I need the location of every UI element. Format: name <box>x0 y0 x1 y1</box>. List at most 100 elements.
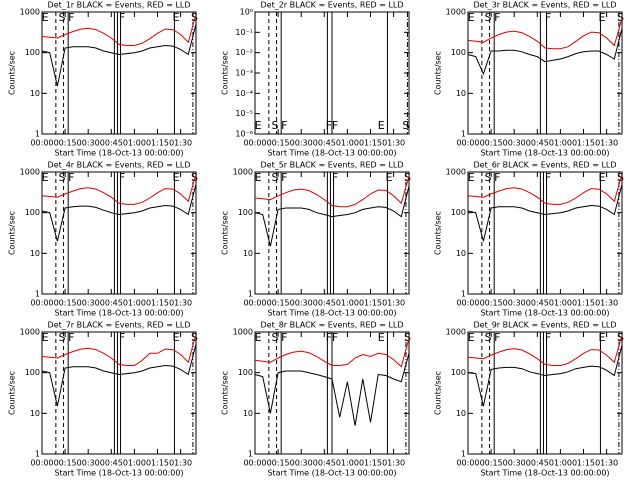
x-tick-label: 00:30 <box>290 299 313 308</box>
x-tick-label: 01:30 <box>595 299 618 308</box>
x-tick-label: 01:15 <box>146 299 169 308</box>
event-label: F <box>332 119 338 132</box>
event-label: F <box>281 119 287 132</box>
x-axis-label: Start Time (18-Oct-13 00:00:00) <box>54 469 183 478</box>
x-tick-label: 01:00 <box>549 299 572 308</box>
y-axis-label: Counts/sec <box>221 371 230 415</box>
x-tick-label: 01:15 <box>146 139 169 148</box>
event-label: E <box>255 171 262 184</box>
y-tick-label: 100 <box>25 48 40 57</box>
x-tick-label: 01:30 <box>382 299 405 308</box>
y-tick-label: 10⁻² <box>235 48 253 57</box>
x-tick-label: 00:15 <box>480 299 503 308</box>
y-tick-label: 1000 <box>446 168 466 177</box>
chart-title: Det_8r BLACK = Events, RED = LLD <box>260 321 403 330</box>
chart-title: Det_2r BLACK = Events, RED = LLD <box>260 1 403 10</box>
event-label: E <box>42 171 49 184</box>
x-tick-label: 01:15 <box>572 139 595 148</box>
x-tick-label: 01:30 <box>595 459 618 468</box>
plot-frame <box>41 11 197 135</box>
y-tick-label: 1000 <box>20 328 40 337</box>
series-line <box>41 344 197 407</box>
panel: Det_2r BLACK = Events, RED = LLD Counts/s… <box>221 1 410 158</box>
y-tick-label: 1 <box>248 290 253 299</box>
x-tick-label: 01:15 <box>572 299 595 308</box>
event-label: E <box>599 11 606 24</box>
y-tick-label: 1 <box>35 290 40 299</box>
y-axis-label: Counts/sec <box>434 371 443 415</box>
x-tick-label: 01:00 <box>336 299 359 308</box>
y-axis-label: Counts/sec <box>434 211 443 255</box>
event-label: E <box>468 11 475 24</box>
event-label: S <box>617 171 624 184</box>
y-tick-label: 10⁻¹ <box>235 28 253 37</box>
event-label: F <box>326 331 332 344</box>
event-label: S <box>272 331 279 344</box>
y-tick-label: 1 <box>461 130 466 139</box>
event-label: S <box>485 171 492 184</box>
chart-title: Det_1r BLACK = Events, RED = LLD <box>47 1 190 10</box>
event-label: F <box>119 171 125 184</box>
x-tick-label: 00:15 <box>54 299 77 308</box>
event-label: F <box>494 171 500 184</box>
event-label: E <box>468 331 475 344</box>
y-tick-label: 100 <box>238 208 253 217</box>
x-tick-label: 00:00 <box>456 299 479 308</box>
event-label: E <box>468 171 475 184</box>
series-line <box>254 175 410 208</box>
x-axis-label: Start Time (18-Oct-13 00:00:00) <box>54 309 183 318</box>
series-line <box>467 334 623 366</box>
x-tick-label: 01:30 <box>169 459 192 468</box>
event-label: S <box>191 171 198 184</box>
y-tick-label: 10⁻⁶ <box>235 130 253 139</box>
series-line <box>467 184 623 242</box>
x-tick-label: 00:30 <box>503 459 526 468</box>
series-line <box>467 344 623 407</box>
x-tick-label: 00:00 <box>243 299 266 308</box>
y-tick-label: 10 <box>30 89 40 98</box>
y-tick-label: 100 <box>25 368 40 377</box>
plot-frame <box>467 11 623 135</box>
panel: Det_6r BLACK = Events, RED = LLD Counts/s… <box>434 161 624 318</box>
x-tick-label: 00:45 <box>526 459 549 468</box>
event-label: S <box>485 331 492 344</box>
event-label: F <box>68 331 74 344</box>
x-tick-label: 00:45 <box>100 139 123 148</box>
series-line <box>41 24 197 87</box>
event-label: S <box>191 11 198 24</box>
event-label: S <box>404 331 411 344</box>
chart-title: Det_7r BLACK = Events, RED = LLD <box>47 321 190 330</box>
x-tick-label: 01:00 <box>549 459 572 468</box>
y-axis-label: Counts/sec <box>434 51 443 95</box>
chart-title: Det_3r BLACK = Events, RED = LLD <box>473 1 616 10</box>
series-line <box>467 18 623 50</box>
x-tick-label: 01:00 <box>123 459 146 468</box>
y-tick-label: 10 <box>456 89 466 98</box>
y-tick-label: 1000 <box>20 168 40 177</box>
x-tick-label: 01:00 <box>123 139 146 148</box>
x-tick-label: 00:30 <box>290 139 313 148</box>
x-tick-label: 00:30 <box>77 139 100 148</box>
x-tick-label: 01:15 <box>572 459 595 468</box>
event-label: E <box>42 11 49 24</box>
event-label: F <box>281 171 287 184</box>
event-label: E <box>173 171 180 184</box>
x-tick-label: 01:15 <box>359 459 382 468</box>
event-label: S <box>272 119 279 132</box>
x-tick-label: 00:15 <box>54 459 77 468</box>
chart-title: Det_6r BLACK = Events, RED = LLD <box>473 161 616 170</box>
x-tick-label: 00:00 <box>30 139 53 148</box>
event-label: E <box>42 331 49 344</box>
y-tick-label: 100 <box>25 208 40 217</box>
x-tick-label: 00:30 <box>503 299 526 308</box>
x-tick-label: 01:00 <box>123 299 146 308</box>
event-label: F <box>326 119 332 132</box>
event-label: E <box>378 331 385 344</box>
series-line <box>254 338 410 368</box>
panel: Det_7r BLACK = Events, RED = LLD Counts/s… <box>8 321 198 478</box>
y-tick-label: 1000 <box>20 8 40 17</box>
y-axis-label: Counts/sec <box>221 51 230 95</box>
event-label: E <box>599 171 606 184</box>
